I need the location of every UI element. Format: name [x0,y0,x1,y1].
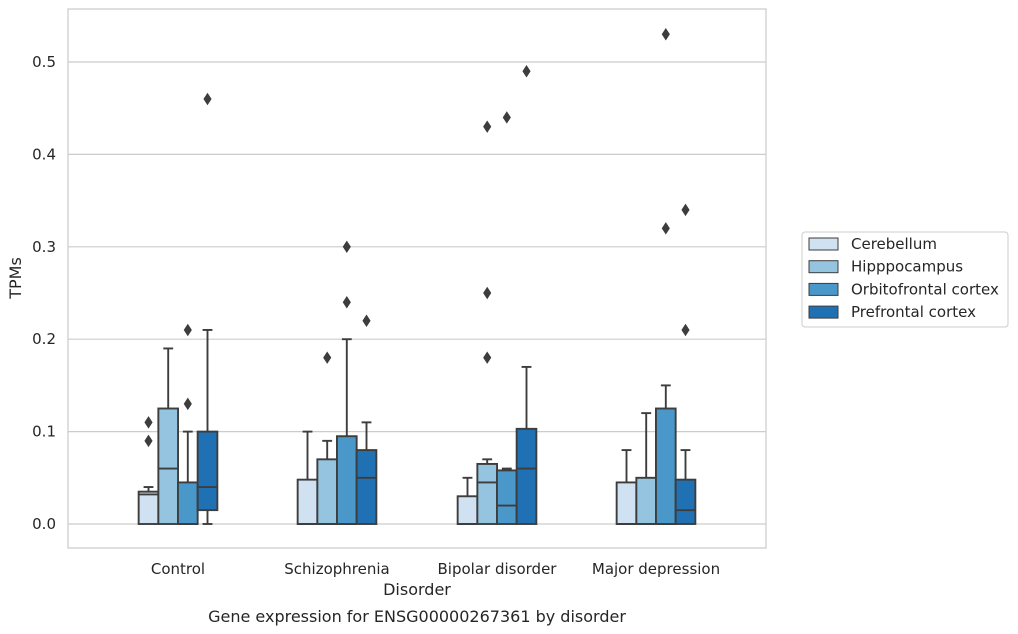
outlier-point [661,222,670,235]
legend-label: Hipppocampus [851,258,963,276]
legend-swatch [808,237,839,251]
outlier-point [483,286,492,300]
legend-label: Cerebellum [851,235,937,253]
x-axis-title: Disorder [383,580,451,599]
box-plot-marks [137,28,697,525]
y-tick-label: 0.5 [32,53,56,71]
outlier-point [342,240,351,254]
chart-caption: Gene expression for ENSG00000267361 by d… [208,607,626,626]
y-axis-title: TPMs [6,257,25,300]
box-body [635,476,657,525]
box-hipppocampus [476,120,499,525]
box-body [515,427,538,525]
x-tick-label: Major depression [592,560,720,578]
x-tick-labels: Control Schizophrenia Bipolar disorder Majo… [151,560,720,578]
legend-label: Orbitofrontal cortex [851,280,999,298]
plot-area-frame [67,8,767,549]
outlier-point [183,397,192,411]
outlier-point [183,323,192,337]
box-cerebellum [137,416,160,525]
outlier-point [483,120,492,133]
box-hipppocampus [157,347,180,525]
outlier-point [362,314,371,327]
legend-label: Prefrontal cortex [851,303,976,321]
box-orbitofrontal-cortex [336,240,358,525]
box-orbitofrontal-cortex [176,323,199,525]
box-cerebellum [615,449,638,525]
box-body [296,478,319,525]
box-body [316,458,339,525]
outlier-point [483,351,492,364]
box-body [655,407,677,525]
legend-swatch [808,260,839,274]
box-body [615,481,638,525]
box-prefrontal-cortex [674,203,697,525]
y-tick-label: 0.3 [32,238,56,256]
box-prefrontal-cortex [196,92,219,525]
box-prefrontal-cortex [515,65,538,525]
outlier-point [144,416,153,429]
box-cerebellum [456,476,479,525]
box-body [157,407,180,525]
box-body [476,462,499,525]
x-tick-label: Control [151,560,205,578]
outlier-point [522,65,531,78]
box-hipppocampus [316,351,339,525]
box-prefrontal-cortex [355,314,378,525]
outlier-point [661,28,670,41]
y-tick-label: 0.4 [32,145,56,163]
box-orbitofrontal-cortex [496,111,518,525]
box-body [674,478,697,525]
outlier-point [681,323,690,337]
box-body [496,469,518,525]
outlier-point [144,434,153,448]
legend-frame [801,231,1009,328]
legend-swatch [808,305,839,319]
box-body [176,481,199,525]
y-tick-label: 0.0 [32,515,56,533]
box-body [336,435,358,525]
legend-swatch [808,282,839,296]
outlier-point [203,92,212,106]
outlier-point [342,296,351,309]
outlier-point [502,111,511,124]
y-tick-label: 0.2 [32,330,56,348]
box-hipppocampus [635,412,657,525]
y-tick-label: 0.1 [32,423,56,441]
outlier-point [323,351,332,364]
box-body [456,495,479,525]
box-orbitofrontal-cortex [655,28,677,525]
y-tick-labels: 0.0 0.1 0.2 0.3 0.4 0.5 [32,53,56,533]
box-body [355,449,378,525]
x-tick-label: Bipolar disorder [438,560,558,578]
box-body [196,430,219,512]
box-body [137,490,160,525]
outlier-point [681,203,690,217]
x-tick-label: Schizophrenia [284,560,389,578]
box-cerebellum [296,430,319,525]
legend: Cerebellum Hipppocampus Orbitofrontal cort… [801,231,1009,328]
